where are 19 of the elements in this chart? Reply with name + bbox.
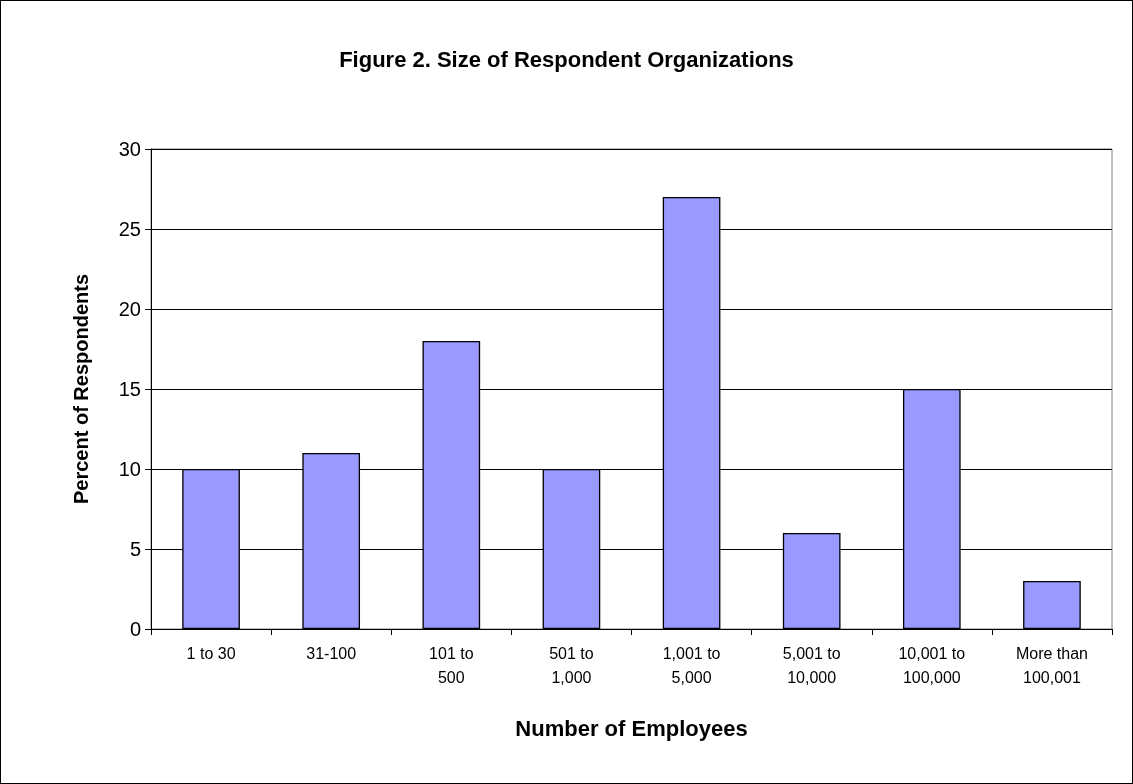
y-axis-title: Percent of Respondents xyxy=(70,273,92,505)
x-tick-label: 101 to 500 xyxy=(429,644,474,686)
x-tick-label: 10,001 to 100,000 xyxy=(898,644,966,686)
x-tick-label: 31-100 xyxy=(306,644,357,662)
y-tick-label: 5 xyxy=(129,538,141,560)
y-tick-label: 30 xyxy=(118,138,141,160)
x-tick-label: More than 100,001 xyxy=(1015,644,1088,686)
x-tick-label: 1,001 to 5,000 xyxy=(662,644,721,686)
x-tick-label: 501 to 1,000 xyxy=(549,644,594,686)
x-tick-label: 5,001 to 10,000 xyxy=(782,644,841,686)
y-tick-label: 0 xyxy=(129,618,141,640)
y-tick-label: 15 xyxy=(118,378,141,400)
y-tick-label: 10 xyxy=(118,458,141,480)
bar xyxy=(1023,581,1081,629)
y-tick-label: 20 xyxy=(118,298,141,320)
x-tick-label: 1 to 30 xyxy=(186,644,236,662)
x-axis-title: Number of Employees xyxy=(515,715,748,741)
y-tick-label: 25 xyxy=(118,218,141,240)
chart-title: Figure 2. Size of Respondent Organizations xyxy=(339,46,794,72)
